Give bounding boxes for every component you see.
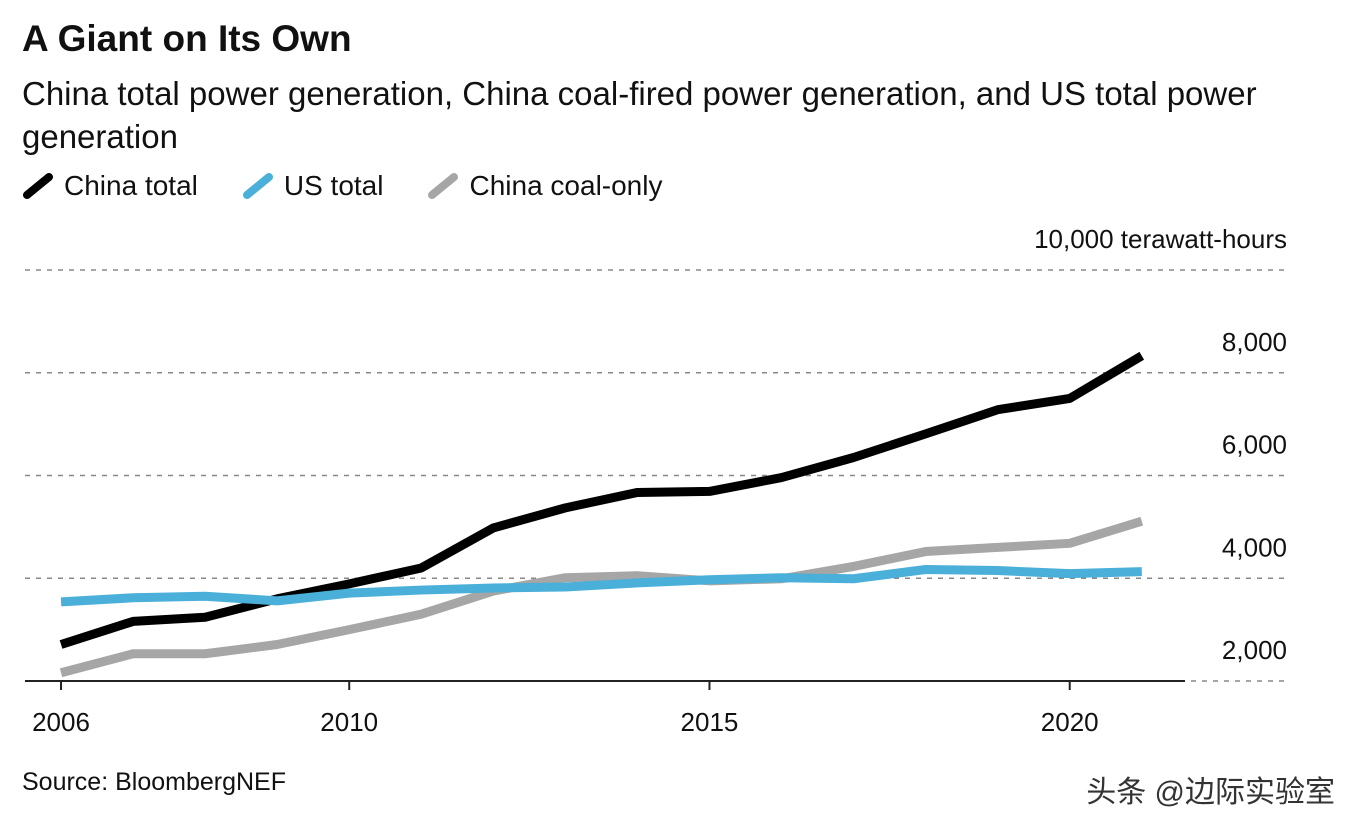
y-tick-label: 6,000 <box>1222 430 1287 460</box>
legend-label: US total <box>283 170 384 201</box>
y-tick-label: 8,000 <box>1222 327 1287 357</box>
x-tick-label: 2006 <box>32 707 90 737</box>
legend-item: China coal-only <box>427 170 662 202</box>
legend-item: China total <box>22 170 198 202</box>
legend-label: China total <box>64 170 198 201</box>
chart-title: A Giant on Its Own <box>22 18 352 59</box>
x-tick-label: 2015 <box>681 707 739 737</box>
series-line <box>59 351 1145 649</box>
legend-swatch <box>23 173 53 199</box>
x-tick-label: 2010 <box>320 707 378 737</box>
y-tick-label: 2,000 <box>1222 635 1287 665</box>
legend-line <box>428 173 459 199</box>
series-line <box>60 565 1142 607</box>
legend-item: US total <box>242 170 384 202</box>
series-line <box>59 516 1144 678</box>
x-tick-label: 2020 <box>1041 707 1099 737</box>
legend: China total US total China coal-only <box>22 170 662 202</box>
y-tick-label: 10,000 terawatt-hours <box>1034 224 1287 254</box>
watermark: 头条 @边际实验室 <box>1086 776 1335 809</box>
source: Source: BloombergNEF <box>22 768 286 796</box>
legend-line <box>242 173 273 199</box>
legend-label: China coal-only <box>469 170 663 201</box>
y-tick-label: 4,000 <box>1222 532 1287 562</box>
legend-swatch <box>428 173 459 199</box>
legend-swatch <box>242 173 273 199</box>
chart-subtitle: China total power generation, China coal… <box>22 75 1257 155</box>
legend-line <box>23 173 53 199</box>
